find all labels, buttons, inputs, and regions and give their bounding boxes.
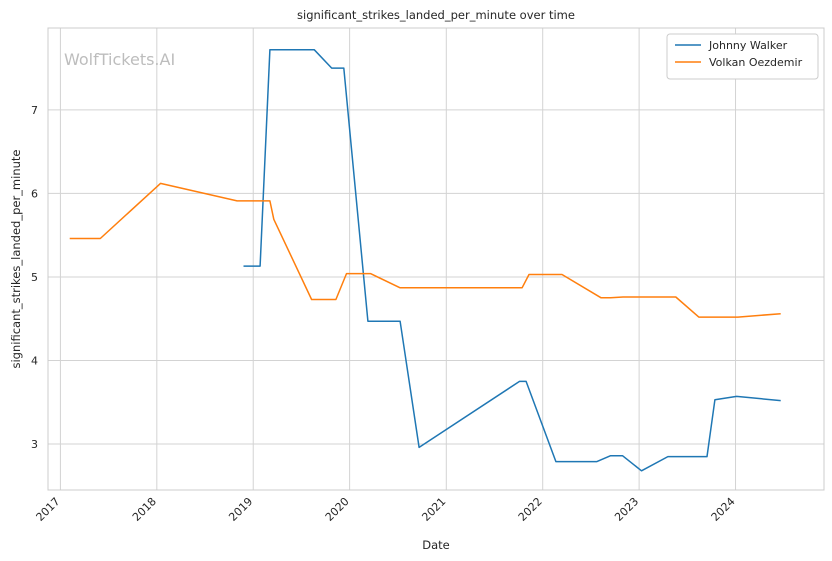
legend: Johnny Walker Volkan Oezdemir [666,33,819,80]
y-tick-label: 5 [31,271,38,284]
chart-title: significant_strikes_landed_per_minute ov… [297,8,575,22]
x-tick-labels: 2017 2018 2019 2020 2021 2022 2023 2024 [34,495,738,524]
x-tick-label: 2020 [323,495,352,524]
x-tick-label: 2019 [226,495,255,524]
series-line-1 [69,182,781,318]
legend-label-1: Volkan Oezdemir [709,56,803,69]
x-tick-label: 2023 [612,495,641,524]
x-tick-label: 2024 [709,495,738,524]
y-tick-label: 6 [31,187,38,200]
series-line-0 [243,48,781,472]
y-tick-label: 4 [31,355,38,368]
legend-box [666,33,819,80]
series-lines [69,48,781,472]
plot-frame [47,27,825,491]
watermark-text: WolfTickets.AI [64,50,175,69]
y-tick-labels: 3 4 5 6 7 [31,104,38,451]
x-tick-label: 2018 [130,495,159,524]
x-tick-label: 2021 [419,495,448,524]
grid-lines [48,28,824,490]
y-axis-label: significant_strikes_landed_per_minute [9,150,23,369]
y-tick-label: 3 [31,438,38,451]
x-tick-label: 2017 [34,495,63,524]
legend-label-0: Johnny Walker [708,39,788,52]
x-axis-label: Date [422,538,450,552]
x-tick-label: 2022 [516,495,545,524]
y-tick-label: 7 [31,104,38,117]
